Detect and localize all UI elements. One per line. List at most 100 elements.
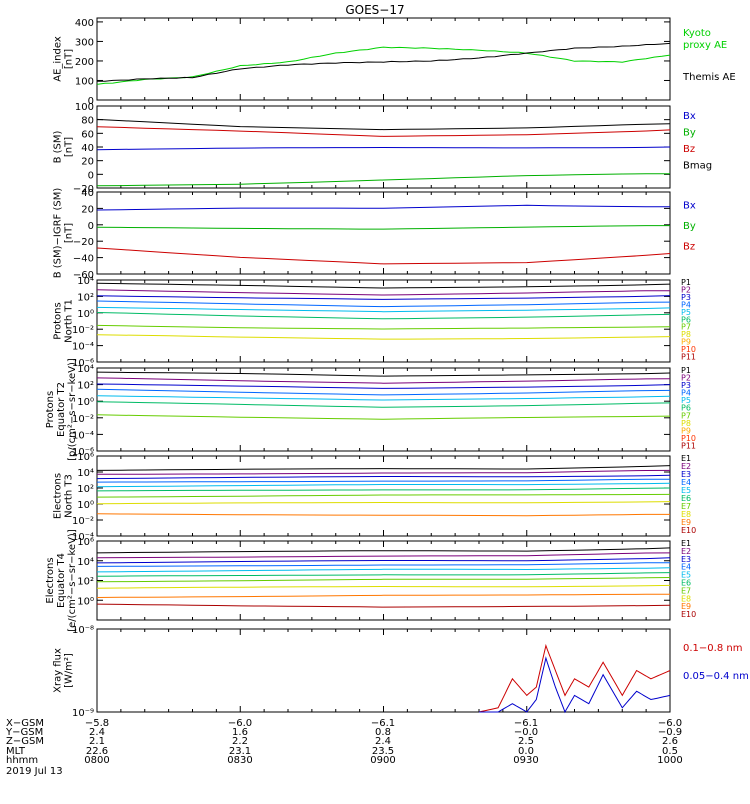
- y-axis-label: Xray flux: [53, 648, 64, 693]
- panel-frame: [96, 17, 671, 101]
- y-tick-label: 10⁻⁶: [72, 358, 94, 369]
- y-tick-label: 10⁴: [77, 557, 94, 568]
- footer-value: 2.2: [232, 736, 248, 747]
- legend-entry: P6: [681, 404, 691, 413]
- y-tick-label: 10⁴: [77, 276, 94, 287]
- legend-entry: E6: [681, 494, 691, 503]
- series-line-P1: [96, 282, 671, 289]
- series-line-P2: [96, 377, 671, 384]
- legend-entry: E10: [681, 610, 696, 619]
- y-axis-label: Equator T2: [56, 382, 67, 437]
- series-line-P4: [96, 300, 671, 308]
- chart-title: GOES−17: [345, 3, 404, 17]
- series-line-Bz: [96, 126, 671, 137]
- series-line-By: [96, 173, 670, 187]
- legend-entry: Bmag: [683, 160, 712, 171]
- y-tick-label: 400: [75, 18, 94, 29]
- legend-entry: E9: [681, 518, 691, 527]
- series-line-P6: [96, 312, 671, 320]
- y-axis-label: North T3: [64, 474, 75, 518]
- legend-entry: P5: [681, 308, 691, 317]
- panel-frame: [96, 191, 671, 275]
- y-tick-label: −60: [73, 270, 94, 281]
- panel-frame: [96, 540, 671, 621]
- y-tick-label: 200: [75, 57, 94, 68]
- series-line-P3: [96, 295, 671, 300]
- y-tick-label: 10⁶: [77, 452, 94, 463]
- footer-value: 2.4: [89, 727, 105, 738]
- legend-entry: P5: [681, 396, 691, 405]
- series-line-Kyoto proxy AE: [96, 46, 671, 85]
- legend-entry: P3: [681, 381, 691, 390]
- legend-entry: E5: [681, 571, 691, 580]
- y-tick-label: 10⁻²: [72, 414, 94, 425]
- legend-entry: By: [683, 128, 696, 139]
- series-line-P5: [96, 395, 671, 401]
- legend-entry: E7: [681, 586, 691, 595]
- footer-row-label: Y−GSM: [5, 727, 43, 738]
- y-tick-label: 10⁰: [77, 397, 94, 408]
- legend-entry: P7: [681, 323, 691, 332]
- legend-entry: P4: [681, 389, 691, 398]
- legend-entry: P8: [681, 419, 691, 428]
- series-line-P8: [96, 334, 671, 340]
- legend-entry: E3: [681, 470, 691, 479]
- y-axis-label: [W/m²]: [64, 653, 75, 688]
- series-line-E4: [96, 562, 671, 567]
- legend-entry: E5: [681, 486, 691, 495]
- legend-entry: E4: [681, 478, 691, 487]
- legend-entry: 0.1−0.8 nm: [683, 643, 742, 654]
- panel-frame: [96, 105, 671, 189]
- series-line-E10: [96, 603, 671, 608]
- legend-entry: E2: [681, 462, 691, 471]
- panel-xray: 10⁻⁸ 10⁻⁹ Xray flux [W/m²] 0.1−0.8 nm 0.05−0.…: [53, 625, 749, 719]
- y-tick-label: 100: [75, 76, 94, 87]
- footer-value: 23.1: [229, 746, 251, 757]
- footer-value: 0930: [513, 755, 538, 766]
- legend-entry: Bz: [683, 144, 695, 155]
- legend-entry: By: [683, 221, 696, 232]
- y-tick-label: 10²: [77, 292, 94, 303]
- legend-entry: P10: [681, 434, 696, 443]
- y-tick-label: 10⁻⁹: [72, 708, 94, 719]
- footer-row-label: X−GSM: [6, 718, 44, 729]
- footer-value: 2.1: [89, 736, 105, 747]
- footer-value: −6.0: [658, 718, 682, 729]
- footer-row-label: Z−GSM: [6, 736, 44, 747]
- series-line-E1: [96, 465, 671, 471]
- footer-value: −6.1: [514, 718, 538, 729]
- series-line-E2: [96, 469, 671, 475]
- y-tick-label: 10⁴: [77, 468, 94, 479]
- legend-entry: E1: [681, 454, 691, 463]
- footer-value: −6.0: [228, 718, 252, 729]
- series-line-E3: [96, 557, 671, 564]
- legend-entry: P2: [681, 285, 691, 294]
- y-tick-label: 300: [75, 37, 94, 48]
- series-line-E6: [96, 572, 671, 577]
- series-line-E9: [96, 593, 670, 598]
- y-tick-label: 10²: [77, 577, 94, 588]
- legend-entry: E8: [681, 510, 691, 519]
- legend-entry: P6: [681, 315, 691, 324]
- y-tick-label: −40: [73, 254, 94, 265]
- footer-value: 22.6: [86, 746, 108, 757]
- footer-value: 2.6: [662, 736, 678, 747]
- panel-pnorth: 10⁴ 10² 10⁰ 10⁻² 10⁻⁴ 10⁻⁶ Protons North T1 P1P2…: [53, 276, 697, 369]
- series-line-Themis AE: [97, 42, 671, 82]
- legend-entry: E9: [681, 602, 691, 611]
- y-tick-label: −20: [73, 184, 94, 195]
- y-tick-label: 40: [81, 143, 94, 154]
- y-axis-label: [p/(cm²−s−sr−keV)]: [67, 358, 78, 461]
- series-line-E9: [96, 513, 670, 517]
- legend-entry: P1: [681, 366, 691, 375]
- footer-value: 23.5: [372, 746, 394, 757]
- footer-value: 0800: [84, 755, 109, 766]
- legend-entry: E8: [681, 594, 691, 603]
- series-line-By: [96, 225, 670, 230]
- footer-value: 0.5: [662, 746, 678, 757]
- series-line-P5: [96, 306, 671, 313]
- y-axis-label: [e/(cm²−s−sr−keV)]: [67, 529, 78, 632]
- y-axis-label: [nT]: [64, 137, 75, 157]
- legend-entry: Kyoto: [683, 28, 711, 39]
